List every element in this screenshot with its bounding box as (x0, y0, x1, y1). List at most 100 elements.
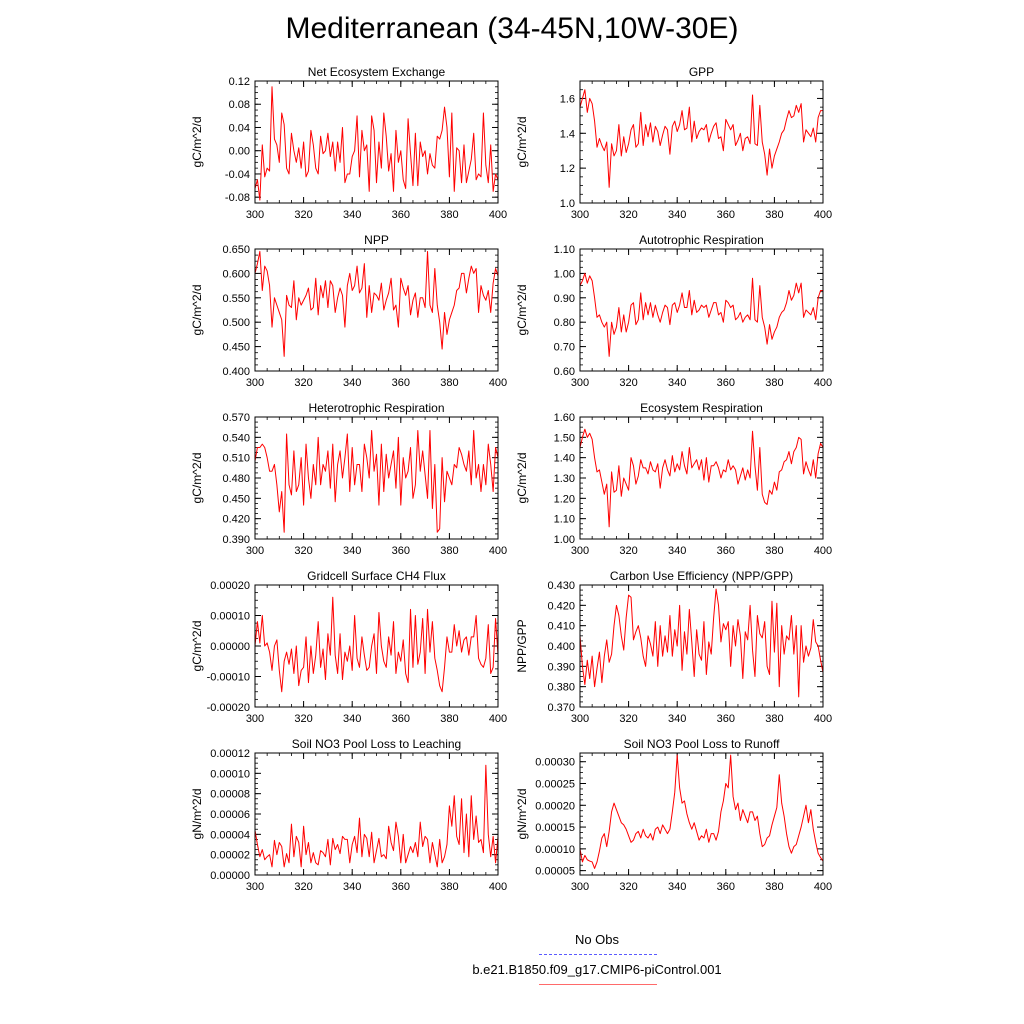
panel-8: Soil NO3 Pool Loss to Leaching gN/m^2/d 30… (190, 737, 507, 893)
x-tick-label: 380 (765, 881, 783, 893)
x-tick-label: 300 (571, 713, 589, 725)
series-line (579, 588, 824, 698)
x-tick-label: 300 (246, 881, 264, 893)
y-tick-label: 0.370 (547, 702, 575, 714)
plot-frame (579, 752, 824, 876)
y-tick-label: -0.00020 (207, 702, 250, 714)
x-tick-label: 400 (489, 545, 507, 557)
series-line (579, 428, 824, 528)
y-tick-label: 0.480 (222, 473, 250, 485)
y-tick-label: 0.650 (222, 244, 250, 256)
x-tick-label: 380 (440, 545, 458, 557)
plot-frame (254, 584, 499, 708)
series-line (254, 764, 499, 868)
plot-frame (579, 584, 824, 708)
y-tick-label: 0.00002 (210, 850, 250, 862)
y-tick-label: 0.00006 (210, 809, 250, 821)
y-axis-label: gC/m^2/d (190, 621, 204, 672)
y-axis-label: gC/m^2/d (190, 117, 204, 168)
x-tick-label: 380 (440, 377, 458, 389)
y-axis-label: gN/m^2/d (190, 789, 204, 840)
y-tick-label: 0.00012 (210, 748, 250, 760)
panel-title: NPP (364, 233, 389, 247)
y-tick-label: 0.00004 (210, 829, 250, 841)
x-tick-label: 320 (294, 545, 312, 557)
panel-title: Ecosystem Respiration (640, 401, 763, 415)
x-tick-label: 380 (765, 545, 783, 557)
panel-0: Net Ecosystem Exchange gC/m^2/d 300 320 340 3… (190, 65, 507, 221)
series-line (254, 250, 499, 357)
x-tick-label: 340 (343, 209, 361, 221)
y-tick-label: 1.10 (554, 244, 575, 256)
y-axis-label: gC/m^2/d (190, 285, 204, 336)
y-axis-label: gC/m^2/d (515, 285, 529, 336)
x-tick-label: 300 (571, 377, 589, 389)
x-tick-label: 320 (294, 377, 312, 389)
y-tick-label: 0.410 (547, 621, 575, 633)
x-tick-label: 340 (668, 713, 686, 725)
page-title: Mediterranean (34-45N,10W-30E) (285, 12, 739, 45)
x-tick-label: 300 (246, 545, 264, 557)
x-tick-label: 400 (489, 881, 507, 893)
x-tick-label: 300 (571, 545, 589, 557)
y-tick-label: 0.00008 (210, 789, 250, 801)
y-tick-label: 0.450 (222, 342, 250, 354)
series-line (579, 272, 823, 357)
y-tick-label: 0.500 (222, 317, 250, 329)
plot-frame (254, 752, 499, 876)
x-tick-label: 320 (619, 713, 637, 725)
y-tick-label: 1.2 (560, 163, 575, 175)
x-tick-label: 360 (717, 713, 735, 725)
panel-5: Ecosystem Respiration gC/m^2/d 300 320 340 36… (515, 401, 832, 557)
y-tick-label: 0.00 (229, 146, 250, 158)
y-tick-label: 1.10 (554, 514, 575, 526)
x-tick-label: 380 (440, 881, 458, 893)
y-tick-label: 0.540 (222, 432, 250, 444)
x-tick-label: 380 (440, 209, 458, 221)
y-tick-label: 0.510 (222, 453, 250, 465)
panel-title: Heterotrophic Respiration (308, 401, 444, 415)
series-line (579, 754, 824, 869)
x-tick-label: 340 (668, 377, 686, 389)
y-tick-label: 1.4 (560, 128, 575, 140)
y-axis-label: gC/m^2/d (190, 453, 204, 504)
series-line (254, 86, 499, 201)
x-tick-label: 320 (619, 377, 637, 389)
x-tick-label: 360 (392, 377, 410, 389)
x-tick-label: 400 (489, 377, 507, 389)
y-tick-label: 0.12 (229, 76, 250, 88)
x-tick-label: 380 (765, 713, 783, 725)
y-tick-label: 0.550 (222, 293, 250, 305)
x-tick-label: 360 (717, 377, 735, 389)
plot-frame (254, 80, 499, 204)
y-tick-label: 0.08 (229, 99, 250, 111)
x-tick-label: 360 (392, 713, 410, 725)
y-tick-label: 0.420 (222, 514, 250, 526)
x-tick-label: 340 (668, 881, 686, 893)
y-tick-label: 0.00030 (535, 757, 575, 769)
panel-title: Soil NO3 Pool Loss to Leaching (292, 737, 461, 751)
panel-2: NPP gC/m^2/d 300 320 340 360 380 400 0.400 0.450 0… (190, 233, 507, 389)
y-tick-label: 1.00 (554, 534, 575, 546)
panel-6: Gridcell Surface CH4 Flux gC/m^2/d 300 320 3… (190, 569, 507, 725)
y-tick-label: 0.400 (547, 641, 575, 653)
x-tick-label: 340 (343, 377, 361, 389)
y-axis-label: gC/m^2/d (515, 453, 529, 504)
plot-frame (254, 416, 499, 540)
y-tick-label: 0.00010 (210, 768, 250, 780)
y-tick-label: -0.04 (225, 169, 250, 181)
x-tick-label: 360 (717, 881, 735, 893)
y-tick-label: 0.420 (547, 600, 575, 612)
y-tick-label: 0.70 (554, 342, 575, 354)
y-tick-label: 0.00020 (210, 580, 250, 592)
x-tick-label: 360 (392, 545, 410, 557)
y-axis-label: NPP/GPP (515, 619, 529, 672)
x-tick-label: 360 (392, 209, 410, 221)
y-tick-label: 0.60 (554, 366, 575, 378)
x-tick-label: 400 (814, 545, 832, 557)
y-tick-label: 0.00015 (535, 822, 575, 834)
panel-title: Carbon Use Efficiency (NPP/GPP) (610, 569, 793, 583)
y-tick-label: 1.40 (554, 453, 575, 465)
x-tick-label: 380 (765, 209, 783, 221)
x-tick-label: 400 (489, 209, 507, 221)
